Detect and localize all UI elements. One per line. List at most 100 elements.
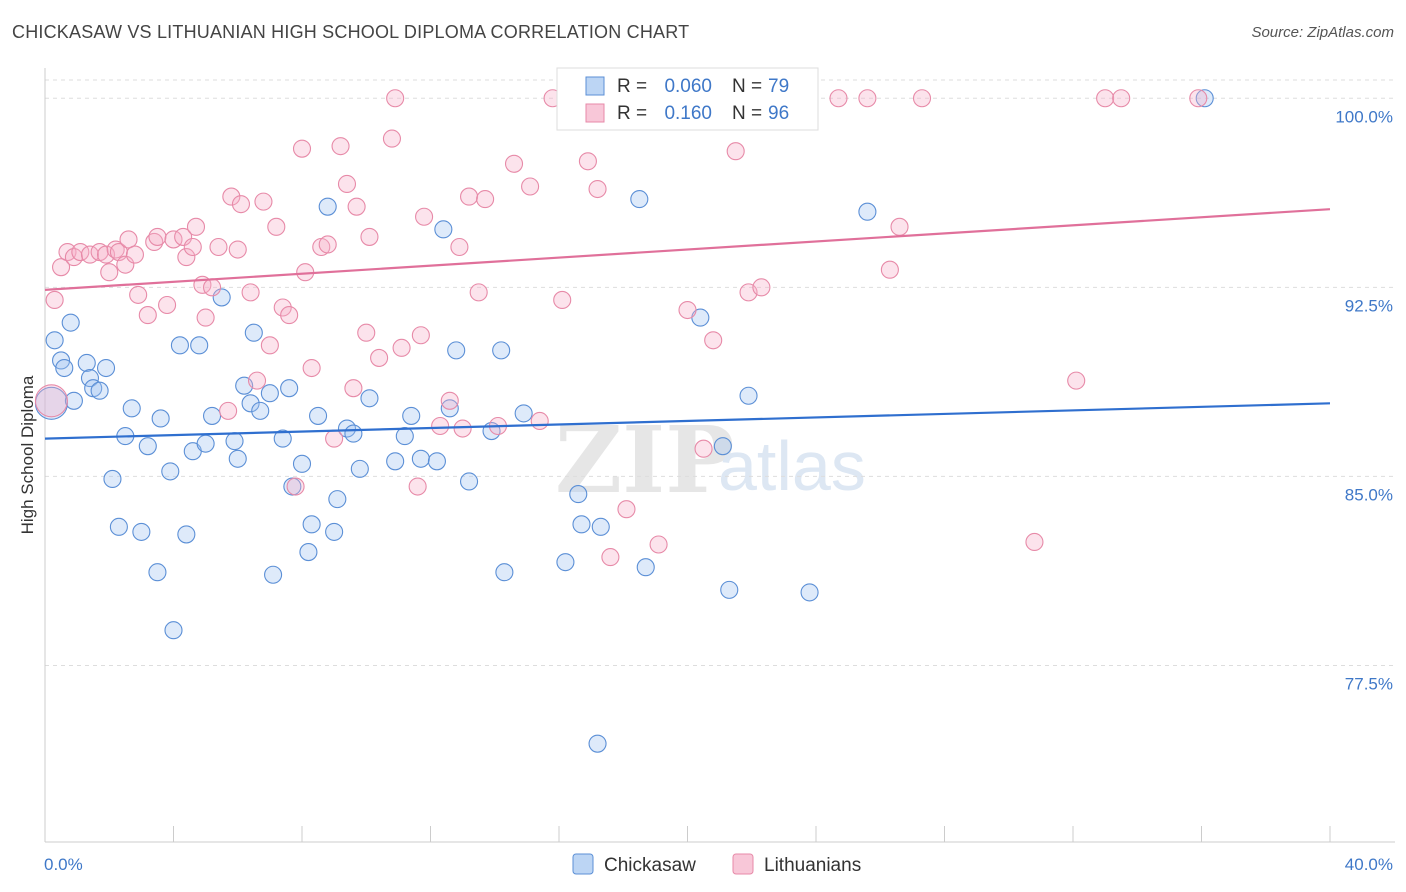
data-point [264, 565, 283, 584]
data-point [177, 525, 196, 544]
data-point [292, 139, 312, 158]
data-point [145, 232, 164, 252]
data-point [617, 500, 636, 519]
data-point [636, 558, 655, 577]
data-point [280, 379, 299, 398]
data-point [231, 195, 251, 214]
data-point [521, 177, 540, 196]
data-point [158, 295, 177, 315]
data-point [829, 89, 848, 108]
data-point [347, 197, 366, 216]
data-point [678, 300, 697, 320]
data-point [125, 245, 144, 264]
data-point [170, 336, 189, 355]
data-point [382, 129, 402, 148]
data-point [177, 248, 196, 267]
x-tick-label: 0.0% [44, 855, 83, 874]
data-point [386, 89, 405, 108]
data-point [556, 553, 575, 572]
data-point [151, 409, 170, 428]
data-point [800, 583, 819, 602]
data-point [55, 358, 74, 378]
data-point [431, 416, 450, 436]
data-point [440, 399, 459, 418]
data-point [318, 197, 337, 216]
data-point [254, 192, 273, 211]
data-point [260, 336, 279, 355]
data-point [1096, 89, 1115, 108]
bottom-legend: Chickasaw Lithuanians [572, 853, 861, 876]
data-point [103, 469, 122, 489]
data-point [273, 298, 292, 317]
data-point [251, 401, 270, 420]
data-point [357, 323, 376, 342]
data-point [64, 391, 83, 410]
data-point [196, 308, 215, 327]
data-point [260, 384, 279, 403]
data-point [328, 490, 347, 509]
y-tick-label: 100.0% [1335, 107, 1393, 126]
data-point [106, 240, 125, 259]
data-point [138, 437, 157, 456]
data-point [138, 306, 157, 325]
data-point [530, 411, 549, 431]
y-tick-label: 85.0% [1345, 485, 1393, 504]
data-point [440, 391, 459, 410]
legend-r-value: 0.160 [664, 103, 712, 124]
legend-n-value: 79 [768, 76, 789, 97]
data-point [880, 260, 899, 279]
data-point [360, 227, 379, 246]
data-point [469, 283, 488, 302]
data-point [331, 137, 350, 156]
data-point [109, 517, 128, 536]
data-point [325, 522, 344, 541]
data-point [601, 548, 620, 567]
data-point [450, 237, 469, 257]
data-point [492, 341, 511, 360]
data-point [148, 563, 167, 582]
data-point [858, 89, 877, 108]
data-point [588, 734, 607, 753]
data-point [116, 255, 135, 274]
data-point [858, 202, 877, 221]
data-point [402, 406, 421, 425]
data-point [704, 331, 723, 350]
data-point [411, 326, 430, 345]
data-point [174, 227, 193, 246]
data-point [203, 278, 222, 297]
data-point [302, 515, 321, 534]
data-point [427, 452, 446, 471]
data-point [739, 386, 758, 405]
data-point [337, 174, 357, 194]
series-lithuanians [34, 89, 1208, 567]
data-point [392, 338, 411, 357]
data-point [45, 331, 64, 350]
data-point [186, 217, 206, 236]
data-point [694, 439, 713, 458]
data-point [344, 379, 363, 398]
legend-swatch [585, 76, 605, 96]
legend-box: R = 0.060 N = 79 R = 0.160 N = 96 [556, 67, 819, 131]
data-point [459, 472, 479, 491]
data-point [225, 432, 244, 451]
data-point [244, 323, 263, 342]
data-point [514, 404, 533, 423]
data-point [212, 288, 231, 307]
data-point [61, 313, 80, 332]
legend-n-label: N = [732, 76, 762, 97]
data-point [415, 207, 434, 226]
data-point [196, 434, 215, 453]
bottom-legend-label: Lithuanians [764, 855, 861, 876]
data-point [119, 230, 138, 249]
data-point [453, 419, 472, 438]
data-point [45, 290, 64, 309]
data-point [495, 563, 514, 582]
source-label: Source: ZipAtlas.com [1251, 24, 1394, 41]
data-point [80, 369, 100, 388]
data-point [96, 358, 116, 378]
data-point [122, 399, 141, 418]
watermark-atlas: atlas [718, 427, 866, 505]
data-point [912, 89, 932, 108]
data-point [720, 580, 739, 599]
data-point [241, 394, 260, 413]
